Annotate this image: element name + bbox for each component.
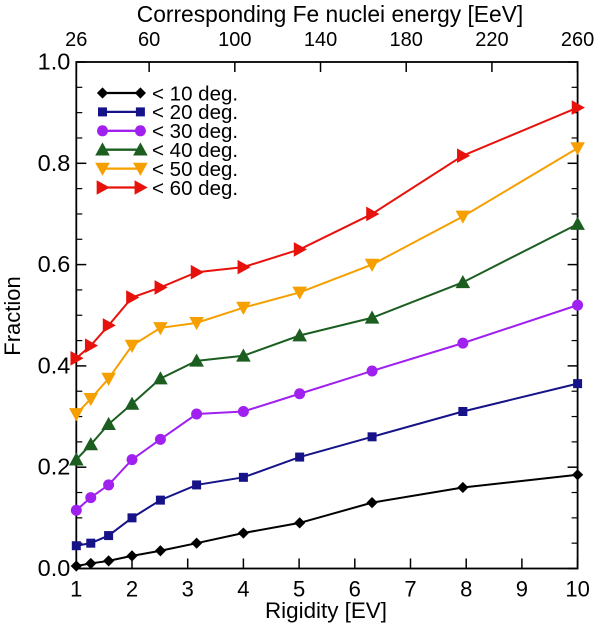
svg-text:1: 1 xyxy=(70,577,82,602)
svg-text:140: 140 xyxy=(304,29,337,51)
svg-text:1.0: 1.0 xyxy=(38,49,71,75)
svg-text:8: 8 xyxy=(460,577,472,602)
svg-text:3: 3 xyxy=(182,577,194,602)
svg-text:0.8: 0.8 xyxy=(38,150,71,176)
svg-text:< 60 deg.: < 60 deg. xyxy=(152,177,238,200)
svg-text:100: 100 xyxy=(218,29,251,51)
svg-text:0.0: 0.0 xyxy=(38,555,71,581)
svg-text:9: 9 xyxy=(516,577,528,602)
svg-text:2: 2 xyxy=(126,577,138,602)
svg-text:10: 10 xyxy=(565,577,589,602)
svg-text:7: 7 xyxy=(404,577,416,602)
svg-text:0.6: 0.6 xyxy=(38,251,71,277)
svg-text:0.4: 0.4 xyxy=(38,352,71,378)
svg-text:180: 180 xyxy=(390,29,423,51)
svg-text:220: 220 xyxy=(475,29,508,51)
svg-text:26: 26 xyxy=(65,29,87,51)
svg-text:260: 260 xyxy=(561,29,594,51)
svg-text:4: 4 xyxy=(237,577,249,602)
svg-text:60: 60 xyxy=(138,29,160,51)
svg-text:0.2: 0.2 xyxy=(38,454,71,480)
svg-text:Rigidity [EV]: Rigidity [EV] xyxy=(265,598,387,623)
svg-text:Corresponding Fe nuclei energy: Corresponding Fe nuclei energy [EeV] xyxy=(137,1,524,27)
svg-text:Fraction: Fraction xyxy=(0,276,25,355)
